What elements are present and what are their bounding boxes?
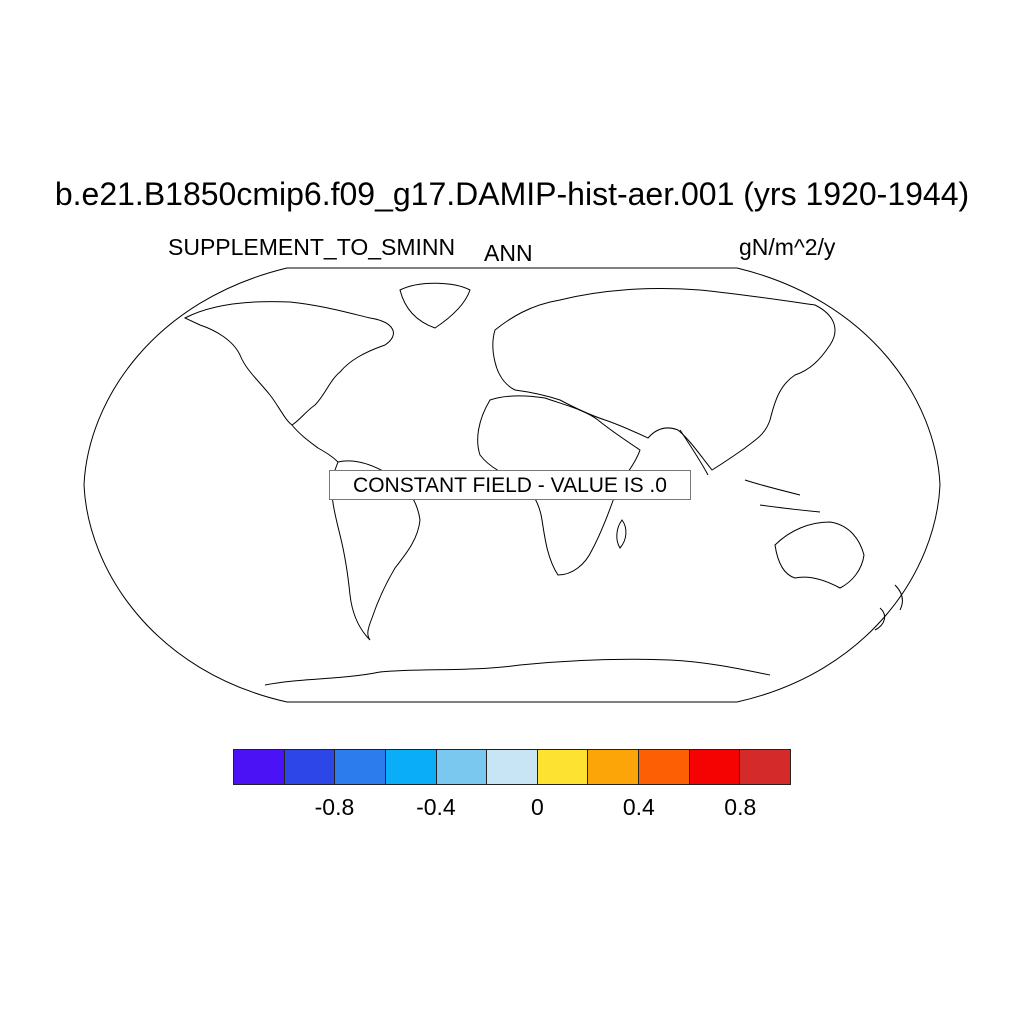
colorbar-tick-label: 0.4 — [622, 794, 655, 820]
colorbar-cell — [284, 750, 336, 784]
variable-name: SUPPLEMENT_TO_SMINN — [168, 234, 456, 260]
coastline-indonesia — [744, 479, 821, 513]
units-label: gN/m^2/y — [739, 234, 836, 260]
constant-field-notice: CONSTANT FIELD - VALUE IS .0 — [329, 470, 691, 500]
colorbar-tick-label: -0.4 — [416, 794, 456, 820]
coastline-greenland — [399, 282, 471, 329]
colorbar — [233, 749, 791, 785]
coastline-madagascar — [616, 519, 627, 549]
colorbar-cell — [689, 750, 741, 784]
colorbar-tick-label: 0.8 — [724, 794, 757, 820]
plot-title: b.e21.B1850cmip6.f09_g17.DAMIP-hist-aer.… — [54, 176, 970, 212]
coastline-antarctica — [264, 658, 771, 686]
coastline-new-zealand — [874, 584, 903, 631]
colorbar-cell — [537, 750, 589, 784]
coastline-eurasia — [492, 287, 836, 471]
map-boundary — [83, 267, 941, 703]
coastline-central-america — [291, 424, 339, 463]
colorbar-cell — [234, 750, 285, 784]
season-label: ANN — [484, 240, 533, 266]
colorbar-cell — [436, 750, 488, 784]
coastline-india — [679, 429, 709, 476]
colorbar-cell — [588, 750, 640, 784]
colorbar-cell — [639, 750, 690, 784]
colorbar-tick-label: -0.8 — [314, 794, 355, 820]
colorbar-cell — [487, 750, 538, 784]
colorbar-cell — [335, 750, 386, 784]
colorbar-cell — [385, 750, 437, 784]
colorbar-tick-label: 0 — [530, 794, 544, 820]
coastline-australia — [774, 521, 865, 589]
coastline-north-america — [183, 301, 394, 426]
colorbar-cell — [740, 750, 791, 784]
